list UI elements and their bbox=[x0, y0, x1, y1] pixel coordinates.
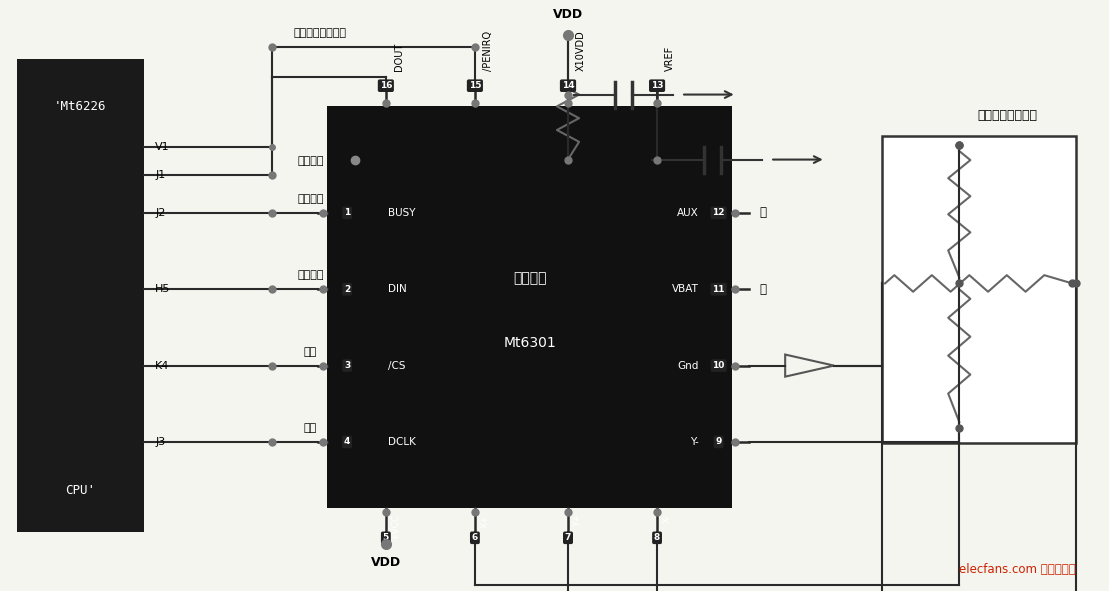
Text: K4: K4 bbox=[155, 361, 170, 371]
Text: 9: 9 bbox=[715, 437, 722, 446]
Text: J3: J3 bbox=[155, 437, 165, 447]
Text: VDD: VDD bbox=[553, 8, 583, 21]
Text: /CS: /CS bbox=[388, 361, 406, 371]
Text: 10: 10 bbox=[712, 361, 725, 370]
Text: 2: 2 bbox=[344, 285, 350, 294]
Text: 15: 15 bbox=[469, 81, 481, 90]
Text: 7: 7 bbox=[564, 533, 571, 543]
Text: H5: H5 bbox=[155, 284, 171, 294]
Bar bbox=[882, 136, 1076, 443]
Text: 空: 空 bbox=[760, 206, 766, 219]
Text: 8: 8 bbox=[654, 533, 660, 543]
Text: 数据输入: 数据输入 bbox=[297, 270, 324, 280]
Text: VDD: VDD bbox=[370, 556, 401, 569]
Text: 触摸驱动: 触摸驱动 bbox=[512, 271, 547, 285]
Text: 启动终端请求信号: 启动终端请求信号 bbox=[294, 28, 347, 38]
Text: VREF: VREF bbox=[664, 46, 674, 71]
Text: Y+: Y+ bbox=[573, 514, 582, 527]
Text: J2: J2 bbox=[155, 208, 165, 218]
Text: Mt6301: Mt6301 bbox=[503, 336, 556, 350]
Text: 1: 1 bbox=[344, 209, 350, 217]
Text: DIN: DIN bbox=[388, 284, 407, 294]
Text: 6: 6 bbox=[471, 533, 478, 543]
Text: VBAT: VBAT bbox=[672, 284, 699, 294]
Text: 12: 12 bbox=[712, 209, 725, 217]
Text: 14: 14 bbox=[561, 81, 574, 90]
Text: V1: V1 bbox=[155, 142, 170, 151]
Bar bbox=[327, 106, 732, 508]
Text: 空: 空 bbox=[760, 282, 766, 296]
Text: Y-: Y- bbox=[690, 437, 699, 447]
Text: 11: 11 bbox=[712, 285, 725, 294]
Text: elecfans.com 电子发烧友: elecfans.com 电子发烧友 bbox=[959, 563, 1076, 576]
Bar bbox=[17, 59, 144, 532]
Text: AUX: AUX bbox=[676, 208, 699, 218]
Text: DOUT: DOUT bbox=[394, 43, 404, 71]
Text: Gnd: Gnd bbox=[678, 361, 699, 371]
Text: BUSY: BUSY bbox=[388, 208, 416, 218]
Text: /PENIRQ: /PENIRQ bbox=[482, 31, 492, 71]
Text: X-: X- bbox=[662, 514, 672, 523]
Text: X+: X+ bbox=[480, 514, 489, 528]
Text: 时钟: 时钟 bbox=[304, 423, 317, 433]
Text: 5: 5 bbox=[383, 533, 389, 543]
Text: DCLK: DCLK bbox=[388, 437, 416, 447]
Text: 16: 16 bbox=[379, 81, 393, 90]
Text: 选片: 选片 bbox=[304, 347, 317, 357]
Text: CPU': CPU' bbox=[65, 484, 95, 497]
Text: +VCC: +VCC bbox=[391, 514, 400, 540]
Text: 'Mt6226: 'Mt6226 bbox=[54, 100, 106, 113]
Text: 3: 3 bbox=[344, 361, 350, 370]
Text: 总线请求: 总线请求 bbox=[297, 194, 324, 204]
Text: 电阵式四线触摸屏: 电阵式四线触摸屏 bbox=[978, 109, 1038, 122]
Text: J1: J1 bbox=[155, 170, 165, 180]
Text: 13: 13 bbox=[651, 81, 663, 90]
Text: 4: 4 bbox=[344, 437, 350, 446]
Text: X10VDD: X10VDD bbox=[576, 30, 586, 71]
Text: 数据输出: 数据输出 bbox=[297, 156, 324, 166]
